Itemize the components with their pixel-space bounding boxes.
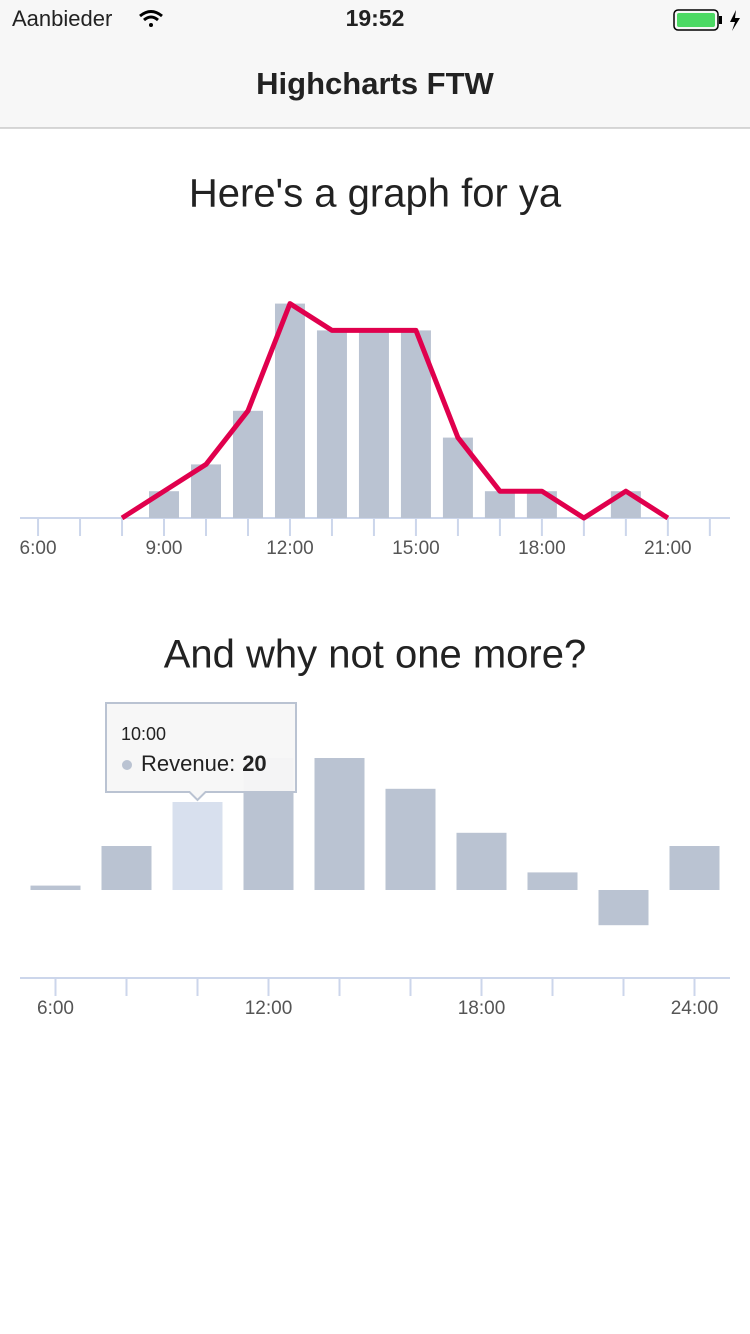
bar xyxy=(316,330,347,518)
x-tick-label: 12:00 xyxy=(266,538,314,559)
tooltip-label: Revenue: xyxy=(141,751,235,776)
line xyxy=(120,301,670,521)
bar xyxy=(232,410,263,518)
bar xyxy=(669,846,720,890)
x-tick-label: 18:00 xyxy=(518,538,566,559)
bar xyxy=(358,330,389,518)
carrier: Aanbieder xyxy=(12,6,112,31)
tooltip-box xyxy=(105,702,297,802)
bar xyxy=(456,832,507,890)
bar xyxy=(385,788,436,890)
tooltip-value: 20 xyxy=(242,751,266,776)
bar xyxy=(30,885,81,890)
bar xyxy=(484,491,515,518)
x-tick-label: 21:00 xyxy=(644,538,692,559)
header-bg xyxy=(0,0,750,128)
x-tick-label: 15:00 xyxy=(392,538,440,559)
x-tick-label: 6:00 xyxy=(37,998,74,1019)
x-tick-label: 6:00 xyxy=(20,538,57,559)
bar xyxy=(598,890,649,926)
tooltip-header: 10:00 xyxy=(121,724,166,744)
bar xyxy=(527,872,578,890)
chart-title: Here's a graph for ya xyxy=(189,172,562,216)
bar xyxy=(101,846,152,890)
bar xyxy=(274,303,305,518)
tooltip: 10:00 Revenue: 20 xyxy=(105,702,297,802)
clock: 19:52 xyxy=(346,5,405,31)
x-tick-label: 12:00 xyxy=(245,998,293,1019)
tooltip-text: Revenue: 20 xyxy=(141,751,267,776)
x-tick-label: 9:00 xyxy=(146,538,183,559)
chart-title: And why not one more? xyxy=(164,633,586,677)
bar xyxy=(314,758,365,890)
wifi-icon xyxy=(139,10,163,27)
bar xyxy=(172,802,223,890)
x-tick-label: 18:00 xyxy=(458,998,506,1019)
nav-title: Highcharts FTW xyxy=(256,66,494,101)
battery-icon xyxy=(673,9,740,31)
x-tick-label: 24:00 xyxy=(671,998,719,1019)
tooltip-dot xyxy=(122,760,132,770)
